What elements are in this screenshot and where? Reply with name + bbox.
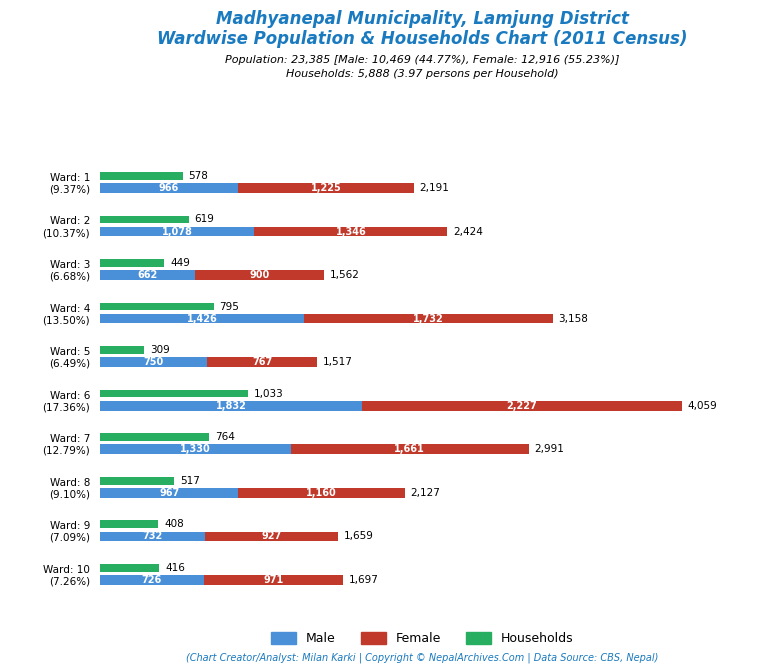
- Bar: [100, 259, 164, 267]
- Text: 750: 750: [144, 357, 164, 367]
- Text: 1,661: 1,661: [394, 444, 425, 454]
- Text: 1,697: 1,697: [349, 575, 379, 585]
- Text: 1,160: 1,160: [306, 488, 337, 498]
- Text: 967: 967: [159, 488, 179, 498]
- Bar: [100, 346, 144, 354]
- Text: 927: 927: [261, 531, 281, 541]
- Bar: [362, 401, 682, 410]
- Text: (Chart Creator/Analyst: Milan Karki | Copyright © NepalArchives.Com | Data Sourc: (Chart Creator/Analyst: Milan Karki | Co…: [186, 652, 659, 663]
- Bar: [100, 358, 207, 367]
- Bar: [204, 575, 343, 585]
- Bar: [100, 520, 158, 528]
- Text: 900: 900: [249, 270, 270, 280]
- Bar: [205, 531, 338, 541]
- Bar: [239, 488, 405, 498]
- Text: 971: 971: [263, 575, 283, 585]
- Text: 1,078: 1,078: [162, 226, 193, 236]
- Bar: [100, 390, 248, 398]
- Bar: [100, 302, 214, 310]
- Text: 1,330: 1,330: [180, 444, 210, 454]
- Text: 726: 726: [142, 575, 162, 585]
- Text: 1,562: 1,562: [329, 270, 359, 280]
- Text: 619: 619: [194, 214, 214, 224]
- Text: 2,424: 2,424: [453, 226, 483, 236]
- Text: 416: 416: [165, 563, 185, 573]
- Text: 966: 966: [159, 183, 179, 193]
- Text: 662: 662: [137, 270, 157, 280]
- Bar: [304, 314, 552, 324]
- Legend: Male, Female, Households: Male, Female, Households: [266, 627, 579, 650]
- Text: 1,225: 1,225: [311, 183, 342, 193]
- Bar: [207, 358, 317, 367]
- Text: 1,426: 1,426: [187, 314, 217, 324]
- Text: 1,732: 1,732: [413, 314, 444, 324]
- Bar: [100, 401, 362, 410]
- Bar: [100, 314, 304, 324]
- Text: 795: 795: [220, 302, 240, 312]
- Bar: [100, 433, 210, 441]
- Bar: [100, 216, 189, 223]
- Text: 2,191: 2,191: [419, 183, 449, 193]
- Bar: [100, 575, 204, 585]
- Text: 1,346: 1,346: [336, 226, 366, 236]
- Text: Madhyanepal Municipality, Lamjung District: Madhyanepal Municipality, Lamjung Distri…: [216, 10, 629, 28]
- Text: Households: 5,888 (3.97 persons per Household): Households: 5,888 (3.97 persons per Hous…: [286, 69, 558, 79]
- Text: Population: 23,385 [Male: 10,469 (44.77%), Female: 12,916 (55.23%)]: Population: 23,385 [Male: 10,469 (44.77%…: [225, 55, 620, 65]
- Text: 1,517: 1,517: [323, 357, 353, 367]
- Text: 578: 578: [188, 171, 208, 181]
- Bar: [100, 172, 183, 180]
- Text: 1,832: 1,832: [216, 401, 247, 411]
- Bar: [100, 227, 254, 236]
- Text: 1,659: 1,659: [343, 531, 373, 541]
- Bar: [100, 531, 205, 541]
- Text: Wardwise Population & Households Chart (2011 Census): Wardwise Population & Households Chart (…: [157, 30, 687, 48]
- Text: 764: 764: [215, 432, 235, 442]
- Text: 408: 408: [164, 519, 184, 529]
- Bar: [100, 444, 290, 454]
- Bar: [100, 183, 238, 193]
- Text: 767: 767: [252, 357, 273, 367]
- Bar: [195, 270, 324, 280]
- Text: 517: 517: [180, 476, 200, 486]
- Text: 3,158: 3,158: [558, 314, 588, 324]
- Bar: [100, 477, 174, 484]
- Text: 1,033: 1,033: [253, 388, 283, 398]
- Text: 4,059: 4,059: [687, 401, 717, 411]
- Bar: [238, 183, 414, 193]
- Text: 2,227: 2,227: [507, 401, 538, 411]
- Text: 2,127: 2,127: [411, 488, 440, 498]
- Text: 309: 309: [150, 345, 170, 355]
- Text: 2,991: 2,991: [535, 444, 564, 454]
- Bar: [100, 270, 195, 280]
- Bar: [100, 563, 160, 571]
- Text: 732: 732: [142, 531, 163, 541]
- Bar: [100, 488, 239, 498]
- Bar: [254, 227, 447, 236]
- Text: 449: 449: [170, 258, 190, 268]
- Bar: [290, 444, 528, 454]
